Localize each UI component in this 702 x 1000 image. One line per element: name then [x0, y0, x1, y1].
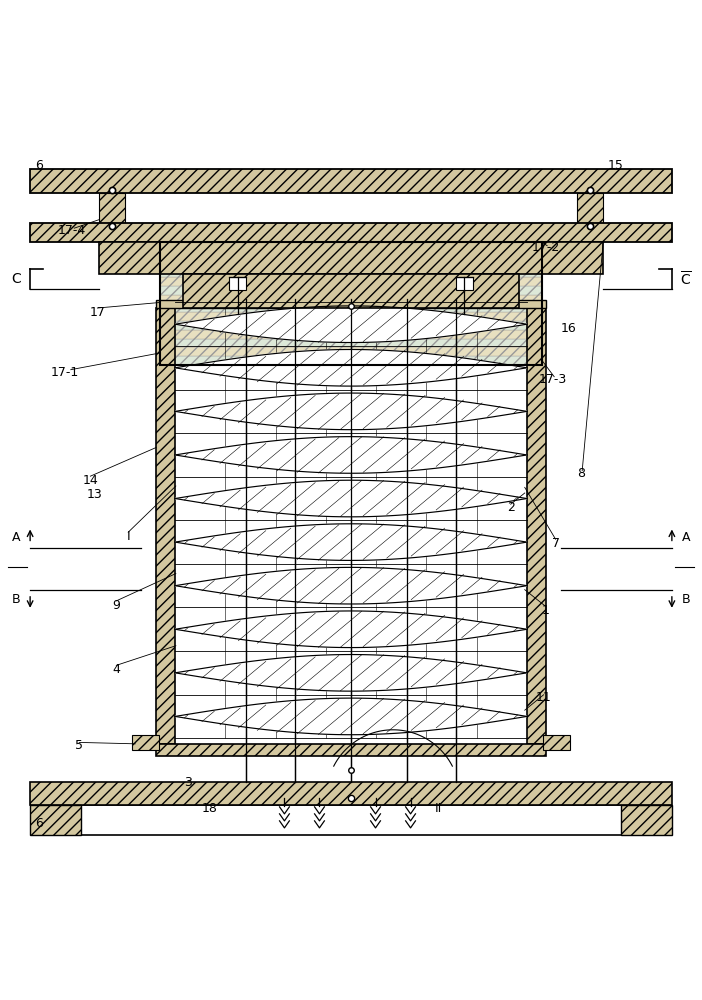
Polygon shape [175, 437, 527, 473]
Text: 17: 17 [89, 306, 105, 319]
Text: 17-1: 17-1 [51, 366, 79, 379]
Bar [161, 321, 541, 330]
Polygon shape [175, 393, 527, 430]
Text: 13: 13 [87, 488, 102, 501]
Polygon shape [175, 698, 527, 735]
Bar [161, 268, 541, 277]
Bar [30, 223, 672, 242]
Text: 4: 4 [112, 663, 120, 676]
Polygon shape [175, 524, 527, 560]
Bar [161, 330, 541, 339]
Bar [161, 312, 541, 321]
Text: 16: 16 [560, 322, 576, 335]
Polygon shape [175, 349, 527, 386]
Text: 7: 7 [552, 537, 559, 550]
Text: A: A [682, 531, 690, 544]
Text: 3: 3 [185, 776, 192, 789]
Polygon shape [175, 480, 527, 517]
Bar [161, 242, 541, 365]
Bar [527, 308, 545, 744]
Text: 2: 2 [507, 501, 515, 514]
Bar [161, 260, 541, 268]
Bar [161, 356, 541, 365]
Text: 17-2: 17-2 [531, 241, 560, 254]
Text: I: I [126, 530, 130, 543]
Bar [621, 805, 672, 835]
Bar [161, 242, 541, 251]
Bar [161, 286, 541, 295]
Bar [157, 300, 545, 308]
Bar [161, 295, 541, 303]
Bar [157, 308, 175, 744]
Bar [161, 303, 541, 312]
Bar [456, 277, 473, 290]
Bar [543, 735, 569, 750]
Text: 6: 6 [35, 817, 43, 830]
Text: A: A [12, 531, 20, 544]
Text: 14: 14 [83, 474, 98, 487]
Polygon shape [175, 567, 527, 604]
Bar [30, 169, 672, 193]
Text: 15: 15 [608, 159, 624, 172]
Text: 6: 6 [35, 159, 43, 172]
Bar [99, 193, 126, 223]
Text: 11: 11 [536, 691, 552, 704]
Bar [78, 805, 624, 835]
Text: 18: 18 [201, 802, 218, 815]
Text: 1: 1 [542, 604, 550, 617]
Bar [576, 193, 603, 223]
Text: C: C [11, 272, 21, 286]
Text: II: II [435, 802, 442, 815]
Bar [183, 274, 519, 308]
Text: 17-3: 17-3 [538, 373, 567, 386]
Polygon shape [175, 306, 527, 343]
Bar [229, 277, 246, 290]
Bar [161, 251, 541, 260]
Bar [30, 805, 81, 835]
Polygon shape [175, 655, 527, 691]
Text: 8: 8 [577, 467, 585, 480]
Text: B: B [12, 593, 20, 606]
Bar [161, 339, 541, 347]
Bar [161, 347, 541, 356]
Bar [161, 242, 541, 365]
Bar [30, 782, 672, 805]
Text: B: B [682, 593, 690, 606]
Text: 9: 9 [112, 599, 120, 612]
Text: 17-4: 17-4 [58, 224, 86, 237]
Text: 5: 5 [75, 739, 83, 752]
Text: $\overline{\mathrm{C}}$: $\overline{\mathrm{C}}$ [680, 270, 691, 288]
Bar [133, 735, 159, 750]
Bar [161, 277, 541, 286]
Bar [99, 242, 603, 274]
Polygon shape [175, 611, 527, 648]
Bar [157, 744, 545, 756]
